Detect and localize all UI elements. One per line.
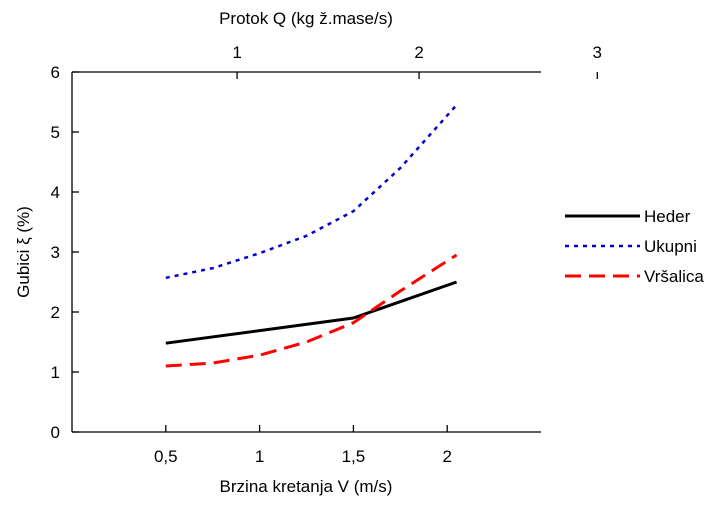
- legend: Heder Ukupni Vršalica: [565, 207, 704, 286]
- series-line-heder: [165, 280, 458, 345]
- y-tick-label: 0: [51, 423, 60, 442]
- axes: 0 1 2 3 4 5 6 0,5 1 1,5 2 1 2 3: [51, 43, 602, 466]
- y-tick-label: 1: [51, 363, 60, 382]
- top-axis-tick-label: 2: [414, 43, 423, 62]
- y-tick-label: 4: [51, 183, 60, 202]
- legend-label: Ukupni: [644, 237, 697, 256]
- series-line-vr-alica: [165, 253, 458, 368]
- x-tick-label: 1,5: [342, 447, 366, 466]
- series-line-ukupni: [165, 104, 458, 280]
- top-axis-tick-label: 3: [593, 43, 602, 62]
- legend-label: Heder: [644, 207, 691, 226]
- y-tick-label: 2: [51, 303, 60, 322]
- y-tick-label: 3: [51, 243, 60, 262]
- legend-label: Vršalica: [644, 267, 704, 286]
- series-lines: [165, 104, 458, 368]
- top-axis-title: Protok Q (kg ž.mase/s): [219, 9, 393, 28]
- top-axis-tick-label: 1: [232, 43, 241, 62]
- y-tick-label: 5: [51, 123, 60, 142]
- y-tick-label: 6: [51, 63, 60, 82]
- x-tick-label: 2: [442, 447, 451, 466]
- x-tick-label: 1: [255, 447, 264, 466]
- y-axis-title: Gubici ξ (%): [14, 206, 33, 298]
- x-tick-label: 0,5: [154, 447, 178, 466]
- x-axis-title: Brzina kretanja V (m/s): [220, 477, 393, 496]
